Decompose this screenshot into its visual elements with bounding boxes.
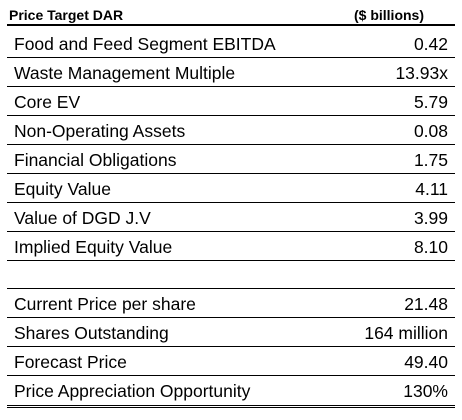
table-row: Implied Equity Value 8.10: [7, 232, 455, 261]
row-label: Current Price per share: [14, 294, 196, 314]
row-label: Core EV: [14, 92, 81, 112]
spacer-row: [7, 261, 455, 289]
row-label: Forecast Price: [14, 352, 127, 372]
row-value: 1.75: [413, 150, 448, 170]
table-row: Equity Value 4.11: [7, 174, 455, 203]
row-label: Price Appreciation Opportunity: [14, 381, 251, 401]
row-value: 164 million: [364, 323, 448, 343]
table-row: Forecast Price 49.40: [7, 347, 455, 376]
row-value: 13.93x: [395, 63, 448, 83]
table-header: Price Target DAR ($ billions): [7, 3, 455, 26]
row-value: 130%: [403, 381, 448, 401]
row-value: 0.08: [413, 121, 448, 141]
row-value: 21.48: [404, 294, 448, 314]
row-label: Value of DGD J.V: [14, 208, 151, 228]
table-title: Price Target DAR: [9, 7, 124, 23]
row-label: Waste Management Multiple: [14, 63, 236, 83]
table-row: Financial Obligations 1.75: [7, 145, 455, 174]
row-label: Non-Operating Assets: [14, 121, 186, 141]
table-row: Current Price per share 21.48: [7, 289, 455, 318]
row-value: 5.79: [413, 92, 448, 112]
table-row: Value of DGD J.V 3.99: [7, 203, 455, 232]
row-label: Financial Obligations: [14, 150, 177, 170]
row-label: Shares Outstanding: [14, 323, 169, 343]
row-value: 8.10: [413, 237, 448, 257]
row-value: 0.42: [413, 34, 448, 54]
table-row: Non-Operating Assets 0.08: [7, 116, 455, 145]
units-label: ($ billions): [354, 7, 424, 23]
row-label: Implied Equity Value: [14, 237, 173, 257]
table-row: Shares Outstanding 164 million: [7, 318, 455, 347]
row-label: Equity Value: [14, 179, 111, 199]
row-value: 4.11: [415, 179, 448, 199]
row-value: 49.40: [404, 352, 448, 372]
table-row: Waste Management Multiple 13.93x: [7, 58, 455, 87]
table-row: Price Appreciation Opportunity 130%: [7, 376, 455, 408]
table-row: Core EV 5.79: [7, 87, 455, 116]
table-row: Food and Feed Segment EBITDA 0.42: [7, 29, 455, 58]
row-value: 3.99: [413, 208, 448, 228]
row-label: Food and Feed Segment EBITDA: [14, 34, 276, 54]
